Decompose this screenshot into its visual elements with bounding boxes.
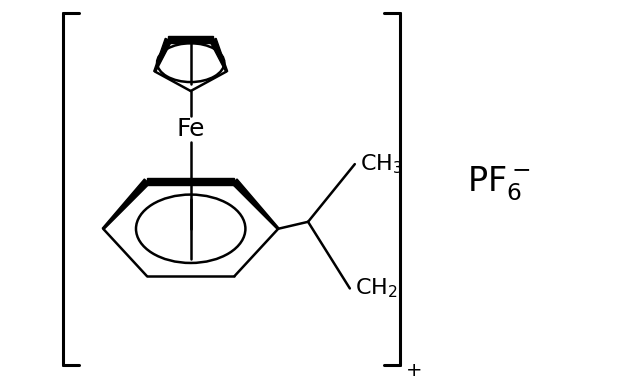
Polygon shape [154,38,172,72]
Text: CH$_2$: CH$_2$ [355,277,397,300]
Polygon shape [232,179,279,229]
Text: Fe: Fe [177,117,205,141]
Text: CH$_3$: CH$_3$ [360,152,403,176]
Polygon shape [168,36,213,43]
Polygon shape [210,38,228,72]
Polygon shape [147,178,234,185]
Text: +: + [406,361,422,380]
Polygon shape [102,179,150,229]
Text: PF$_6^-$: PF$_6^-$ [467,165,531,203]
